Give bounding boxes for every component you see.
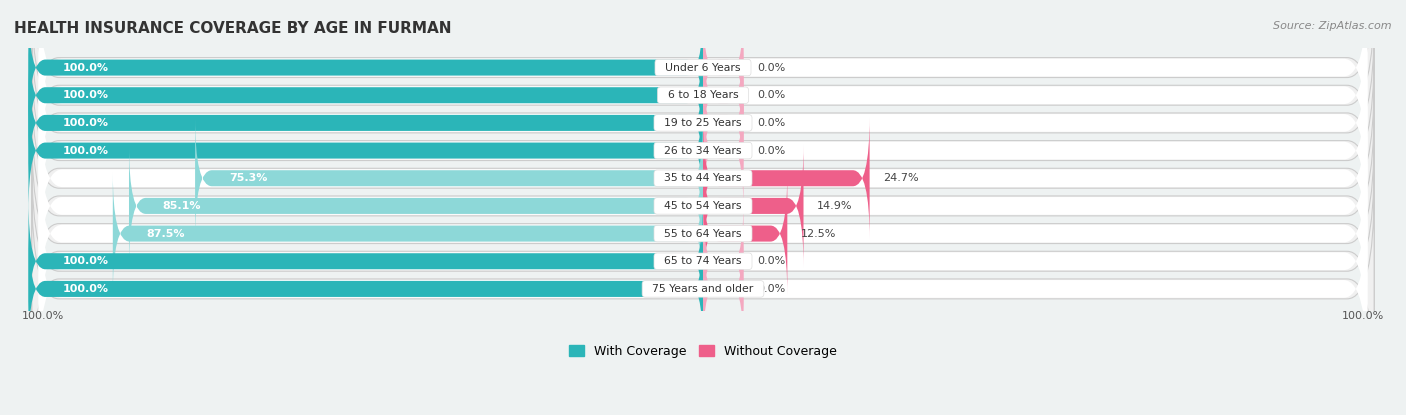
Text: 55 to 64 Years: 55 to 64 Years: [657, 229, 749, 239]
Text: 100.0%: 100.0%: [62, 118, 108, 128]
FancyBboxPatch shape: [38, 146, 1368, 322]
Text: 87.5%: 87.5%: [146, 229, 186, 239]
FancyBboxPatch shape: [38, 90, 1368, 266]
FancyBboxPatch shape: [112, 172, 703, 295]
FancyBboxPatch shape: [703, 228, 744, 350]
FancyBboxPatch shape: [703, 200, 744, 322]
Text: HEALTH INSURANCE COVERAGE BY AGE IN FURMAN: HEALTH INSURANCE COVERAGE BY AGE IN FURM…: [14, 21, 451, 36]
FancyBboxPatch shape: [38, 35, 1368, 211]
Text: 75 Years and older: 75 Years and older: [645, 284, 761, 294]
FancyBboxPatch shape: [32, 0, 1374, 168]
FancyBboxPatch shape: [703, 34, 744, 156]
FancyBboxPatch shape: [703, 117, 869, 239]
FancyBboxPatch shape: [703, 172, 787, 295]
Text: 19 to 25 Years: 19 to 25 Years: [657, 118, 749, 128]
Text: 100.0%: 100.0%: [21, 311, 65, 321]
FancyBboxPatch shape: [129, 145, 703, 267]
Text: 0.0%: 0.0%: [756, 284, 785, 294]
FancyBboxPatch shape: [38, 7, 1368, 183]
FancyBboxPatch shape: [703, 6, 744, 129]
Text: 0.0%: 0.0%: [756, 90, 785, 100]
FancyBboxPatch shape: [28, 6, 703, 129]
FancyBboxPatch shape: [32, 50, 1374, 251]
FancyBboxPatch shape: [32, 78, 1374, 279]
Text: 0.0%: 0.0%: [756, 256, 785, 266]
FancyBboxPatch shape: [32, 22, 1374, 224]
Text: 0.0%: 0.0%: [756, 146, 785, 156]
Text: 6 to 18 Years: 6 to 18 Years: [661, 90, 745, 100]
FancyBboxPatch shape: [32, 161, 1374, 362]
FancyBboxPatch shape: [32, 0, 1374, 196]
Text: 100.0%: 100.0%: [62, 146, 108, 156]
FancyBboxPatch shape: [38, 63, 1368, 239]
Text: 0.0%: 0.0%: [756, 63, 785, 73]
FancyBboxPatch shape: [28, 62, 703, 184]
Text: 100.0%: 100.0%: [1341, 311, 1385, 321]
FancyBboxPatch shape: [32, 188, 1374, 390]
FancyBboxPatch shape: [28, 89, 703, 212]
FancyBboxPatch shape: [38, 173, 1368, 349]
Text: 100.0%: 100.0%: [62, 256, 108, 266]
Text: 0.0%: 0.0%: [756, 118, 785, 128]
Text: 45 to 54 Years: 45 to 54 Years: [657, 201, 749, 211]
FancyBboxPatch shape: [32, 133, 1374, 334]
Text: 35 to 44 Years: 35 to 44 Years: [657, 173, 749, 183]
FancyBboxPatch shape: [38, 0, 1368, 156]
Text: 85.1%: 85.1%: [163, 201, 201, 211]
Text: 26 to 34 Years: 26 to 34 Years: [657, 146, 749, 156]
FancyBboxPatch shape: [703, 89, 744, 212]
Text: 14.9%: 14.9%: [817, 201, 852, 211]
Text: 12.5%: 12.5%: [801, 229, 837, 239]
FancyBboxPatch shape: [703, 62, 744, 184]
Text: Source: ZipAtlas.com: Source: ZipAtlas.com: [1274, 21, 1392, 31]
Text: 24.7%: 24.7%: [883, 173, 918, 183]
FancyBboxPatch shape: [28, 228, 703, 350]
Text: 100.0%: 100.0%: [62, 284, 108, 294]
FancyBboxPatch shape: [38, 201, 1368, 377]
Text: 75.3%: 75.3%: [229, 173, 267, 183]
Text: 65 to 74 Years: 65 to 74 Years: [657, 256, 749, 266]
FancyBboxPatch shape: [38, 118, 1368, 294]
FancyBboxPatch shape: [28, 200, 703, 322]
Legend: With Coverage, Without Coverage: With Coverage, Without Coverage: [564, 339, 842, 363]
FancyBboxPatch shape: [195, 117, 703, 239]
Text: 100.0%: 100.0%: [62, 63, 108, 73]
Text: Under 6 Years: Under 6 Years: [658, 63, 748, 73]
FancyBboxPatch shape: [32, 105, 1374, 307]
FancyBboxPatch shape: [703, 145, 803, 267]
FancyBboxPatch shape: [28, 34, 703, 156]
Text: 100.0%: 100.0%: [62, 90, 108, 100]
